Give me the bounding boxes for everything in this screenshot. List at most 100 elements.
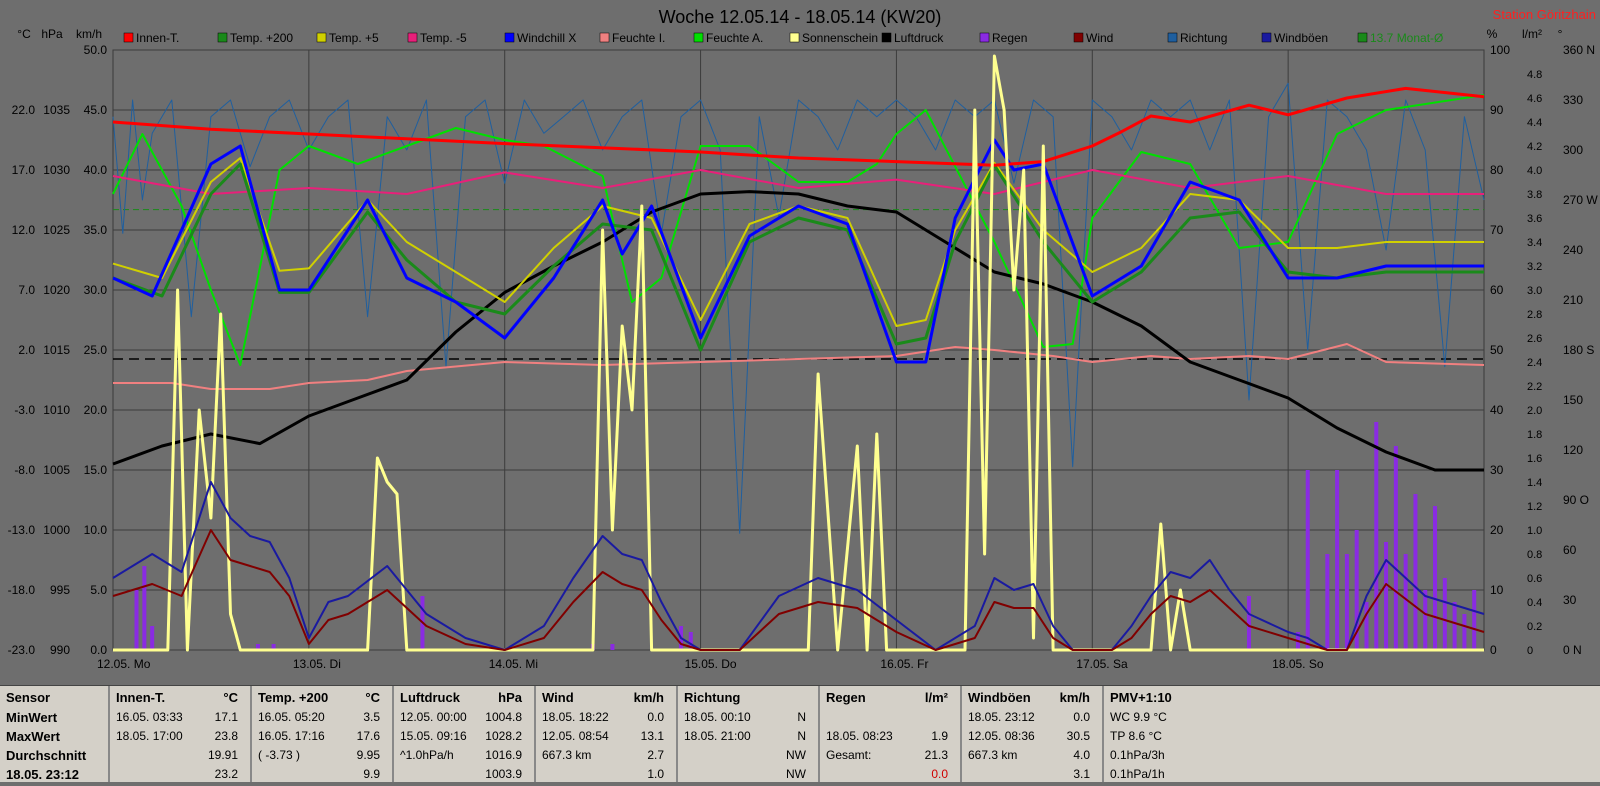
series-line bbox=[113, 343, 1485, 390]
series-line bbox=[112, 162, 1484, 352]
series-line bbox=[112, 157, 1484, 327]
stats-windboeen-avg-extra: 667.3 km bbox=[968, 748, 1018, 762]
rain-bar bbox=[1413, 494, 1418, 650]
humidity-tick-label: 10 bbox=[1490, 583, 1504, 597]
legend-swatch bbox=[407, 32, 418, 43]
stats-richtung-max: 18.05. 21:00 N bbox=[684, 729, 812, 748]
pressure-tick-label: 1025 bbox=[43, 223, 70, 237]
legend-label: 13.7 Monat-Ø bbox=[1370, 31, 1443, 45]
rain-tick-label: 2.6 bbox=[1527, 333, 1542, 345]
wind-tick-label: 35.0 bbox=[84, 223, 108, 237]
stats-temp200-avg-extra: ( -3.73 ) bbox=[258, 748, 301, 762]
stats-innen-title: Innen-T. bbox=[116, 690, 166, 705]
temp-tick-label: 2.0 bbox=[18, 343, 35, 357]
stats-min-label: MinWert bbox=[6, 710, 58, 725]
stats-col-pmv: PMV+1:10 WC 9.9 °C TP 8.6 °C 0.1hPa/3h 0… bbox=[1104, 686, 1600, 782]
stats-col-regen: Regen l/m² 18.05. 08:23 1.9 Gesamt: 21.3 0.… bbox=[820, 686, 962, 782]
legend-label: Windchill X bbox=[517, 31, 576, 45]
right-unit-label: ° bbox=[1558, 27, 1563, 41]
rain-tick-label: 0.2 bbox=[1527, 621, 1542, 633]
stats-luftdruck-min: 12.05. 00:00 1004.8 bbox=[400, 710, 528, 729]
legend-label: Wind bbox=[1086, 31, 1113, 45]
legend-label: Sonnenschein bbox=[802, 31, 878, 45]
stats-windboeen-min: 18.05. 23:12 0.0 bbox=[968, 710, 1096, 729]
stats-luftdruck-avg-extra: ^1.0hPa/h bbox=[400, 748, 454, 762]
legend-swatch bbox=[1357, 32, 1368, 43]
stats-luftdruck-min-time: 12.05. 00:00 bbox=[400, 710, 467, 724]
humidity-tick-label: 20 bbox=[1490, 523, 1504, 537]
stats-richtung-last-val: NW bbox=[786, 767, 806, 781]
rain-tick-label: 3.6 bbox=[1527, 213, 1542, 225]
stats-wind-title: Wind bbox=[542, 690, 574, 705]
pressure-tick-label: 995 bbox=[50, 583, 70, 597]
stats-richtung-avg: NW bbox=[684, 748, 812, 767]
rain-bar bbox=[1393, 446, 1398, 650]
rain-tick-label: 0.8 bbox=[1527, 549, 1542, 561]
stats-pmv-line3: 0.1hPa/3h bbox=[1110, 748, 1165, 762]
humidity-tick-label: 90 bbox=[1490, 103, 1504, 117]
stats-regen-avg-extra: Gesamt: bbox=[826, 748, 872, 762]
stats-richtung-min-val: N bbox=[797, 710, 806, 724]
stats-innen-header: Innen-T. °C bbox=[116, 690, 244, 710]
rain-bar bbox=[1344, 554, 1349, 650]
wind-tick-label: 50.0 bbox=[84, 43, 108, 57]
stats-luftdruck-max-time: 15.05. 09:16 bbox=[400, 729, 467, 743]
humidity-tick-label: 40 bbox=[1490, 403, 1504, 417]
rain-bar bbox=[150, 626, 155, 650]
stats-temp200-last-val: 9.9 bbox=[363, 767, 380, 781]
stats-innen-min-time: 16.05. 03:33 bbox=[116, 710, 183, 724]
series-line bbox=[112, 86, 1485, 167]
stats-richtung-min-time: 18.05. 00:10 bbox=[684, 710, 751, 724]
stats-innen-max: 18.05. 17:00 23.8 bbox=[116, 729, 244, 748]
pressure-tick-label: 1005 bbox=[43, 463, 70, 477]
stats-innen-last: 23.2 bbox=[116, 767, 244, 786]
stats-temp200-max: 16.05. 17:16 17.6 bbox=[258, 729, 386, 748]
rain-tick-label: 2.0 bbox=[1527, 405, 1542, 417]
x-tick-label: 16.05. Fr bbox=[880, 657, 928, 671]
legend-swatch bbox=[217, 32, 228, 43]
direction-tick-label: 0 N bbox=[1563, 643, 1582, 657]
stats-windboeen-max: 12.05. 08:36 30.5 bbox=[968, 729, 1096, 748]
direction-tick-label: 270 W bbox=[1563, 193, 1598, 207]
temp-tick-label: -23.0 bbox=[8, 643, 36, 657]
stats-panel: Sensor MinWert MaxWert Durchschnitt 18.0… bbox=[0, 685, 1600, 782]
legend-label: Feuchte I. bbox=[612, 31, 665, 45]
stats-col-richtung: Richtung 18.05. 00:10 N 18.05. 21:00 N NW … bbox=[678, 686, 820, 782]
legend-label: Feuchte A. bbox=[706, 31, 763, 45]
stats-richtung-header: Richtung bbox=[684, 690, 812, 710]
x-tick-label: 14.05. Mi bbox=[489, 657, 538, 671]
rain-tick-label: 1.2 bbox=[1527, 501, 1542, 513]
stats-wind-max-val: 13.1 bbox=[640, 729, 664, 743]
stats-col-luftdruck: Luftdruck hPa 12.05. 00:00 1004.8 15.05. 0… bbox=[394, 686, 536, 782]
rain-tick-label: 1.4 bbox=[1527, 477, 1542, 489]
stats-col-temp200: Temp. +200 °C 16.05. 05:20 3.5 16.05. 17:1… bbox=[252, 686, 394, 782]
rain-tick-label: 4.2 bbox=[1527, 141, 1542, 153]
stats-luftdruck-avg: ^1.0hPa/h 1016.9 bbox=[400, 748, 528, 767]
stats-temp200-min: 16.05. 05:20 3.5 bbox=[258, 710, 386, 729]
rain-bar bbox=[1442, 578, 1447, 650]
stats-wind-avg: 667.3 km 2.7 bbox=[542, 748, 670, 767]
stats-col-windboeen: Windböen km/h 18.05. 23:12 0.0 12.05. 08:3… bbox=[962, 686, 1104, 782]
rain-tick-label: 4.6 bbox=[1527, 93, 1542, 105]
rain-tick-label: 4.0 bbox=[1527, 165, 1542, 177]
series-line bbox=[112, 94, 1485, 366]
rain-bar bbox=[1472, 590, 1477, 650]
rain-tick-label: 4.8 bbox=[1527, 69, 1542, 81]
direction-tick-label: 360 N bbox=[1563, 43, 1595, 57]
stats-wind-min-val: 0.0 bbox=[647, 710, 664, 724]
legend-label: Temp. -5 bbox=[420, 31, 467, 45]
x-tick-label: 18.05. So bbox=[1272, 657, 1324, 671]
legend-swatch bbox=[316, 32, 327, 43]
wind-tick-label: 15.0 bbox=[84, 463, 108, 477]
stats-richtung-min: 18.05. 00:10 N bbox=[684, 710, 812, 729]
x-tick-label: 13.05. Di bbox=[293, 657, 341, 671]
rain-tick-label: 3.0 bbox=[1527, 285, 1542, 297]
stats-windboeen-header: Windböen km/h bbox=[968, 690, 1096, 710]
stats-richtung-max-time: 18.05. 21:00 bbox=[684, 729, 751, 743]
legend-label: Innen-T. bbox=[136, 31, 179, 45]
stats-richtung-title: Richtung bbox=[684, 690, 741, 705]
stats-wind-header: Wind km/h bbox=[542, 690, 670, 710]
rain-bar bbox=[134, 590, 139, 650]
stats-windboeen-last-val: 3.1 bbox=[1073, 767, 1090, 781]
rain-tick-label: 1.8 bbox=[1527, 429, 1542, 441]
